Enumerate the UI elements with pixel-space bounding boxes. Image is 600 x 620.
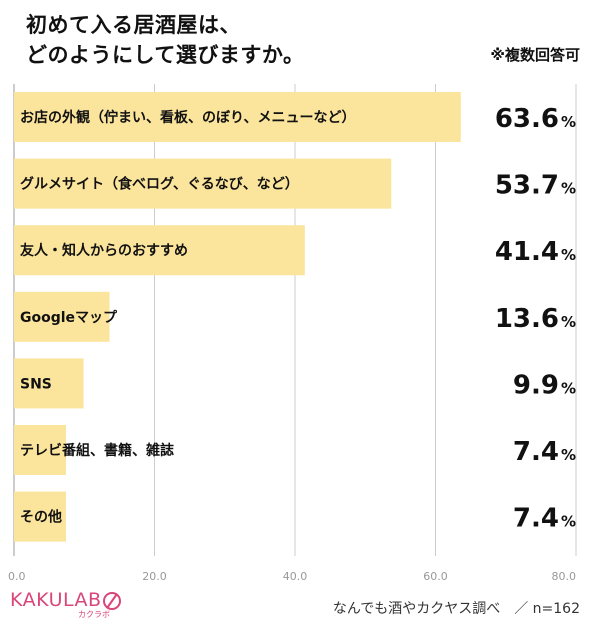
source-note: なんでも酒やカクヤス調べ ／ n=162 [332,601,580,617]
bar [14,225,305,276]
category-label: グルメサイト（食べログ、ぐるなび、など） [20,176,299,193]
bar [14,291,110,342]
title-line-2: どのようにして選びますか。 [26,43,305,67]
value-label: 53.7% [495,171,576,201]
multiple-answer-note: ※複数回答可 [490,46,580,64]
category-label: SNS [20,376,52,392]
value-label: 13.6% [495,304,576,334]
x-tick-label: 60.0 [423,570,448,583]
bar [14,491,66,542]
category-label: 友人・知人からのおすすめ [20,242,188,259]
x-tick-label: 0.0 [8,570,26,583]
bar-chart: お店の外観（佇まい、看板、のぼり、メニューなど） 63.6 % グルメサイト（食べログ… [8,84,577,583]
x-tick-label: 80.0 [552,570,577,583]
value-label: 7.4% [513,504,576,534]
x-tick-label: 20.0 [142,570,167,583]
logo-subtext: カクラボ [78,610,110,619]
category-label: お店の外観（佇まい、看板、のぼり、メニューなど） [20,109,355,126]
chart-title: 初めて入る居酒屋は、 どのようにして選びますか。 [26,10,304,70]
bar [14,358,84,409]
category-label: Googleマップ [20,310,118,326]
category-label: テレビ番組、書籍、雑誌 [20,442,174,459]
value-label: 63.6% [495,104,576,134]
x-tick-label: 40.0 [283,570,308,583]
category-label: その他 [20,509,62,526]
logo-mark-icon [102,592,121,610]
logo-text: KAKULAB [10,589,102,611]
value-label: 41.4% [495,237,576,267]
kakulabo-logo: KAKULAB カクラボ [10,589,121,619]
value-label: 9.9% [513,370,576,400]
title-line-1: 初めて入る居酒屋は、 [26,13,241,37]
bar [14,158,392,209]
bar [14,92,461,142]
value-label: 7.4% [513,437,576,467]
bar [14,425,66,475]
